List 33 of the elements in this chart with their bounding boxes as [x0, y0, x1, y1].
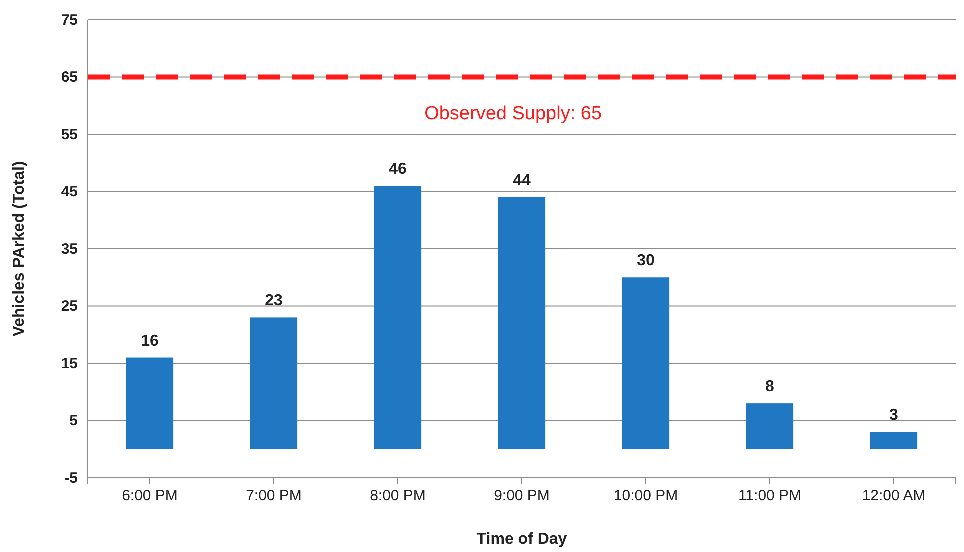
data-label: 46 — [389, 161, 407, 178]
data-label: 8 — [766, 378, 775, 396]
x-tick-label: 6:00 PM — [122, 488, 178, 505]
y-tick-label: 5 — [70, 412, 78, 430]
data-label: 3 — [890, 407, 899, 424]
data-label: 44 — [513, 172, 531, 190]
bar — [746, 404, 794, 450]
data-label: 30 — [637, 252, 655, 270]
y-tick-label: 55 — [61, 126, 78, 144]
bar — [498, 197, 546, 450]
y-tick-label: 65 — [61, 69, 78, 86]
x-axis-title: Time of Day — [476, 531, 568, 548]
x-tick-label: 9:00 PM — [494, 488, 550, 505]
data-label: 23 — [265, 292, 283, 310]
bar — [870, 432, 918, 450]
x-tick-label: 10:00 PM — [614, 488, 678, 505]
bar — [250, 318, 298, 450]
x-tick-label: 11:00 PM — [738, 488, 802, 505]
data-label: 16 — [141, 332, 159, 350]
y-tick-label: 45 — [61, 184, 78, 201]
y-tick-label: 25 — [61, 298, 78, 316]
bar — [622, 278, 670, 450]
ref-line-label: Observed Supply: 65 — [424, 103, 602, 124]
y-tick-label: -5 — [64, 470, 78, 487]
x-tick-label: 12:00 AM — [862, 488, 926, 505]
bar — [126, 358, 174, 450]
y-tick-label: 35 — [61, 240, 78, 258]
y-axis-title: Vehicles PArked (Total) — [11, 161, 28, 337]
bar — [374, 186, 422, 450]
y-tick-label: 75 — [61, 12, 78, 29]
y-tick-label: 15 — [61, 355, 78, 372]
x-tick-label: 7:00 PM — [246, 488, 302, 505]
x-tick-label: 8:00 PM — [370, 488, 426, 505]
